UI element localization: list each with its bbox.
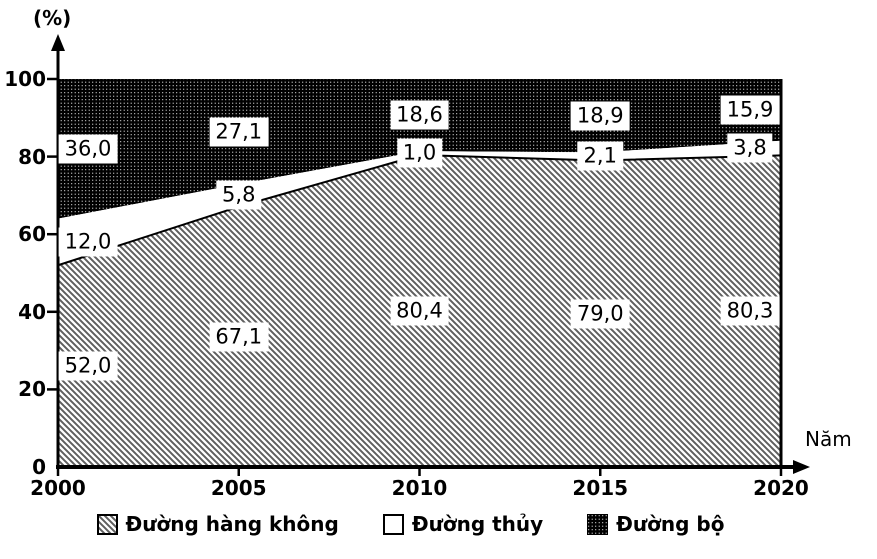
y-tick-label-100: 100 bbox=[4, 67, 46, 91]
data-label-duong-bo-2005: 27,1 bbox=[209, 117, 269, 147]
axis-tick-marks bbox=[47, 77, 783, 476]
data-label-duong-hang-khong-2005: 67,1 bbox=[209, 322, 269, 352]
data-label-duong-thuy-2015: 2,1 bbox=[577, 141, 623, 171]
dots-swatch-icon bbox=[587, 513, 609, 535]
legend-item-duong-hang-khong: Đường hàng không bbox=[96, 512, 339, 536]
y-tick-label-20: 20 bbox=[18, 377, 46, 402]
legend: Đường hàng không Đường thủy Đường bộ bbox=[0, 512, 849, 536]
x-axis-title: Năm bbox=[805, 427, 852, 451]
legend-label: Đường hàng không bbox=[125, 512, 339, 536]
white-swatch-icon bbox=[382, 513, 404, 535]
legend-item-duong-thuy: Đường thủy bbox=[382, 512, 544, 536]
data-label-duong-hang-khong-2000: 52,0 bbox=[58, 351, 118, 381]
y-tick-label-40: 40 bbox=[18, 299, 46, 324]
data-label-duong-thuy-2000: 12,0 bbox=[58, 227, 118, 257]
data-label-duong-bo-2010: 18,6 bbox=[390, 100, 449, 130]
hatch-swatch-icon bbox=[96, 513, 118, 535]
legend-label: Đường thủy bbox=[411, 512, 544, 536]
x-tick-label-2010: 2010 bbox=[391, 476, 448, 500]
x-tick-label-2000: 2000 bbox=[30, 476, 86, 500]
y-tick-label-60: 60 bbox=[18, 222, 46, 247]
data-label-duong-hang-khong-2015: 79,0 bbox=[570, 299, 630, 329]
legend-item-duong-bo: Đường bộ bbox=[587, 512, 724, 536]
x-tick-label-2015: 2015 bbox=[572, 476, 629, 500]
area-duong-thuy bbox=[58, 140, 781, 266]
x-axis-arrow-icon bbox=[793, 460, 810, 474]
data-label-duong-bo-2015: 18,9 bbox=[570, 101, 630, 131]
x-tick-label-2005: 2005 bbox=[210, 476, 267, 500]
data-label-duong-thuy-2010: 1,0 bbox=[396, 138, 443, 168]
y-axis-unit-label: (%) bbox=[33, 6, 72, 30]
x-tick-label-2020: 2020 bbox=[753, 476, 809, 500]
y-axis-arrow-icon bbox=[51, 34, 65, 51]
legend-label: Đường bộ bbox=[616, 512, 725, 536]
data-label-duong-thuy-2005: 5,8 bbox=[216, 180, 262, 210]
y-tick-label-80: 80 bbox=[18, 144, 46, 169]
data-label-duong-thuy-2020: 3,8 bbox=[727, 133, 773, 163]
y-tick-label-0: 0 bbox=[32, 455, 46, 479]
data-label-duong-bo-2020: 15,9 bbox=[720, 95, 780, 125]
data-label-duong-bo-2000: 36,0 bbox=[58, 134, 118, 164]
data-label-duong-hang-khong-2010: 80,4 bbox=[390, 296, 449, 326]
data-label-duong-hang-khong-2020: 80,3 bbox=[720, 296, 780, 326]
